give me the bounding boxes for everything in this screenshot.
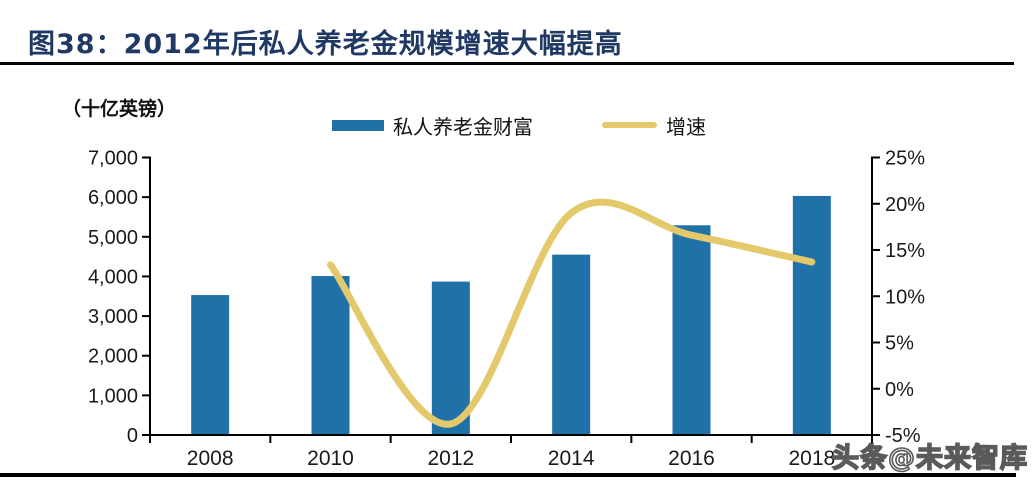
x-label-2016: 2016 [668, 447, 715, 470]
title-divider [0, 62, 1014, 65]
left-tick-label: 0 [127, 425, 138, 447]
legend-item-pension-wealth: 私人养老金财富 [332, 113, 533, 139]
left-tick-label: 7,000 [88, 148, 138, 170]
left-tick-label: 4,000 [88, 266, 138, 288]
right-tick-label: -5% [885, 425, 921, 447]
bar-2012 [431, 281, 470, 435]
right-tick-label: 25% [885, 148, 925, 170]
legend-label-growth-rate: 增速 [666, 114, 706, 139]
right-tick-label: 15% [885, 240, 925, 262]
legend-label-pension-wealth: 私人养老金财富 [393, 114, 533, 139]
figure-title: 图38：2012年后私人养老金规模增速大幅提高 [28, 29, 623, 60]
watermark: 头条@未来智库 [831, 442, 1028, 475]
right-tick-label: 10% [885, 286, 925, 308]
x-label-2012: 2012 [427, 447, 474, 470]
x-label-2014: 2014 [548, 447, 595, 470]
bar-2010 [311, 276, 350, 435]
right-tick-label: 5% [885, 333, 914, 355]
left-tick-label: 5,000 [88, 227, 138, 249]
bar-2008 [191, 295, 230, 435]
left-tick-label: 3,000 [88, 306, 138, 328]
left-tick-label: 1,000 [88, 385, 138, 407]
right-tick-label: 20% [885, 194, 925, 216]
legend-bar-swatch-icon [332, 119, 384, 131]
legend-line-swatch-icon [602, 122, 657, 128]
x-label-2008: 2008 [187, 447, 234, 470]
left-axis-unit-label: （十亿英镑） [62, 98, 177, 120]
legend-item-growth-rate: 增速 [602, 113, 706, 139]
left-tick-label: 6,000 [88, 187, 138, 209]
bar-2014 [552, 254, 591, 435]
x-label-2018: 2018 [788, 447, 835, 470]
right-tick-label: 0% [885, 379, 914, 401]
x-label-2010: 2010 [307, 447, 354, 470]
growth-line [327, 198, 816, 428]
bar-2018 [792, 195, 831, 435]
left-tick-label: 2,000 [88, 346, 138, 368]
bottom-divider [0, 473, 1016, 477]
bar-2016 [672, 225, 711, 435]
